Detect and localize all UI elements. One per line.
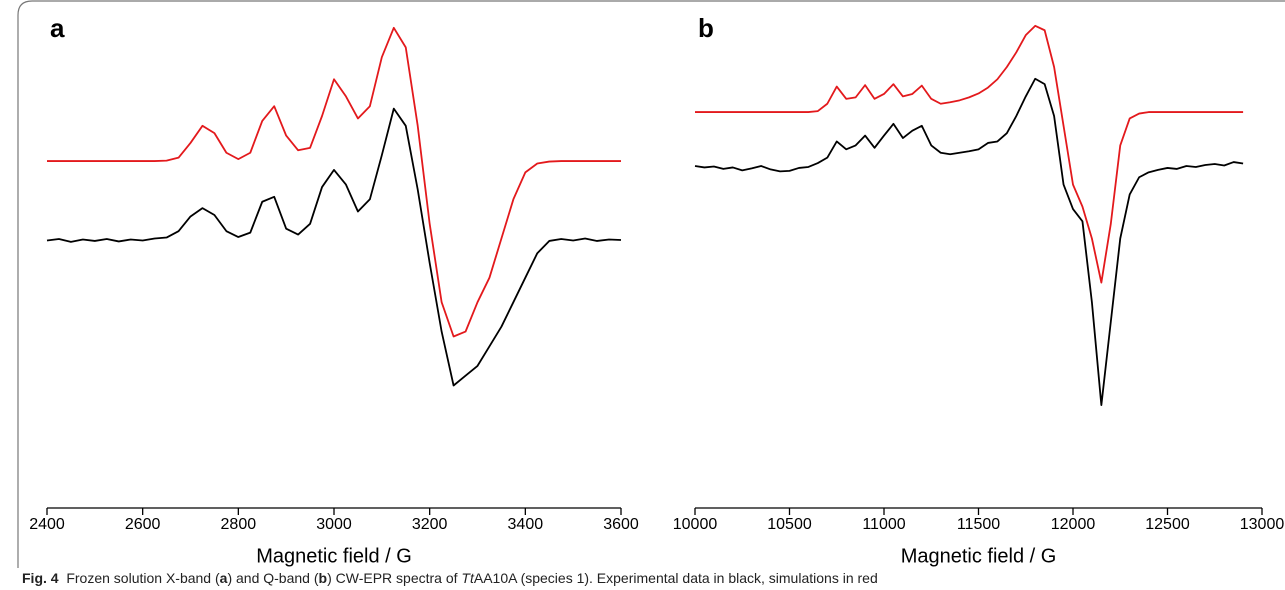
caption-text: Frozen solution X-band ( [66,570,220,586]
spectrum-line [46,107,622,387]
caption-label: Fig. 4 [22,570,59,586]
panel-label: b [698,13,714,43]
caption-text: AA10A (species 1). Experimental data in … [473,570,878,586]
x-axis-title: Magnetic field / G [901,545,1057,567]
caption-text: a [219,570,228,586]
x-tick-label: 12500 [1145,516,1190,533]
spectrum-line [47,26,621,338]
panel-label: a [50,13,65,43]
x-tick-label: 12000 [1051,516,1096,533]
spectrum-line [695,24,1244,284]
x-tick-label: 13000 [1240,516,1285,533]
caption: Fig. 4 Frozen solution X-band (a) and Q-… [22,570,878,586]
spectrum-line [694,77,1244,406]
x-tick-label: 2800 [221,516,257,533]
figure: 2400 2600 2800 3000 3200 3400 3600 Magnetic fie… [17,0,1285,568]
figure-border [17,0,1285,568]
x-tick-label: 2600 [125,516,161,533]
x-tick-label: 11000 [862,516,905,533]
x-tick-label: 3400 [508,516,544,533]
x-tick-label: 2400 [29,516,65,533]
caption-text: Tt [461,570,474,586]
x-tick-label: 3000 [316,516,352,533]
caption-text: ) and Q-band ( [227,570,319,586]
x-tick-label: 3200 [412,516,448,533]
caption-text: b [318,570,328,586]
caption-text: ) CW-EPR spectra of [327,570,462,586]
x-tick-label: 11500 [957,516,1000,533]
x-tick-label: 3600 [603,516,639,533]
x-axis-title: Magnetic field / G [256,545,412,567]
x-tick-label: 10000 [673,516,718,533]
x-tick-label: 10500 [767,516,812,533]
